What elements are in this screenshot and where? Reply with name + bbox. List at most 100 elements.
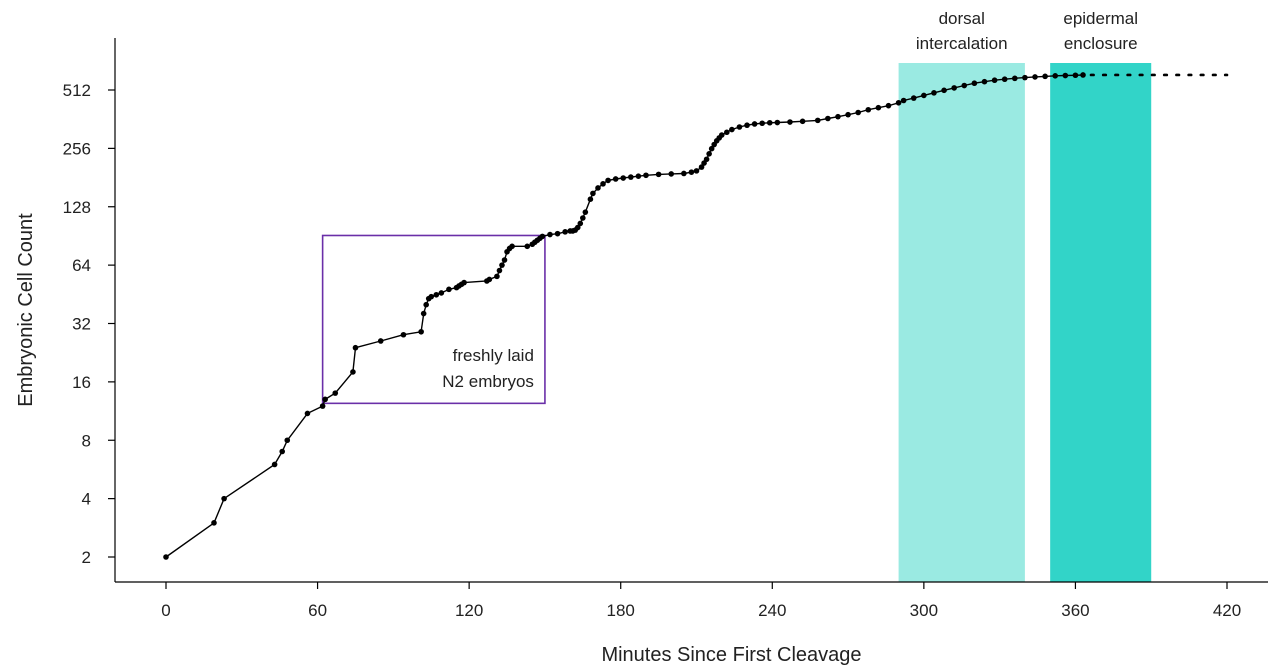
data-point: [221, 495, 227, 502]
x-axis-title: Minutes Since First Cleavage: [601, 644, 861, 666]
data-point: [1072, 72, 1079, 79]
data-point: [855, 109, 861, 116]
data-point: [688, 169, 695, 175]
data-point: [1052, 73, 1059, 79]
data-point: [885, 102, 892, 109]
x-tick-label-1: 60: [308, 601, 327, 620]
ticks-layer: 0 60 120 180 240 300 360 420 2 4 8 16 32 64 128 256 512: [63, 81, 1242, 620]
data-point: [304, 410, 311, 417]
inset-box-label-line2: N2 embryos: [442, 372, 534, 391]
data-point: [900, 97, 907, 104]
y-tick-label-1: 4: [82, 490, 91, 509]
inset-box-label-line1: freshly laid: [453, 346, 534, 365]
data-point: [428, 293, 435, 300]
data-point: [418, 328, 424, 335]
y-tick-label-8: 512: [63, 81, 91, 100]
data-point: [825, 115, 831, 122]
band-label-line2-0: intercalation: [916, 34, 1008, 53]
data-point: [494, 273, 500, 280]
data-point: [580, 215, 586, 221]
data-point: [322, 396, 328, 403]
data-point: [595, 185, 601, 191]
data-point: [350, 369, 356, 375]
band-label-line1-0: dorsal: [939, 9, 985, 28]
data-point: [814, 117, 821, 124]
data-point: [1062, 72, 1069, 79]
y-tick-label-5: 64: [72, 256, 91, 275]
series-layer: [163, 72, 1229, 560]
x-tick-label-4: 240: [758, 601, 786, 620]
data-point: [352, 344, 359, 351]
data-point: [961, 82, 968, 89]
data-point: [895, 99, 902, 106]
data-point: [620, 175, 627, 181]
data-point: [991, 77, 998, 84]
data-point: [332, 390, 339, 396]
data-point: [703, 156, 710, 163]
data-point: [744, 122, 750, 129]
data-point: [751, 121, 758, 127]
data-point: [668, 171, 675, 177]
y-tick-label-2: 8: [82, 431, 91, 450]
data-point: [635, 173, 642, 179]
data-point: [981, 78, 988, 85]
x-tick-label-5: 300: [910, 601, 938, 620]
data-point: [524, 243, 531, 250]
data-point: [433, 291, 440, 298]
data-point: [587, 196, 594, 203]
data-point: [499, 262, 505, 268]
data-point: [423, 301, 429, 308]
data-point: [496, 267, 503, 274]
data-point: [845, 111, 851, 118]
data-point: [921, 92, 927, 99]
x-tick-label-7: 420: [1213, 601, 1241, 620]
data-point: [655, 171, 662, 178]
data-point: [271, 461, 278, 468]
data-point: [461, 279, 467, 286]
y-tick-label-0: 2: [82, 548, 91, 567]
data-point: [1001, 76, 1008, 83]
data-point: [698, 164, 705, 170]
data-point: [377, 338, 384, 344]
data-point: [724, 129, 730, 136]
inset-box-layer: freshly laid N2 embryos: [321, 234, 546, 405]
data-point: [1042, 73, 1048, 80]
data-point: [509, 243, 515, 250]
data-point: [766, 119, 773, 126]
data-point: [971, 80, 978, 87]
data-point: [693, 168, 700, 174]
data-point: [279, 448, 286, 455]
data-point: [787, 119, 793, 125]
data-point: [539, 233, 546, 240]
data-point: [438, 290, 445, 296]
y-tick-label-3: 16: [72, 373, 91, 392]
data-point: [835, 113, 841, 120]
x-tick-label-0: 0: [161, 601, 170, 620]
band-0: [898, 63, 1025, 582]
band-1: [1050, 63, 1152, 582]
band-label-line1-1: epidermal: [1063, 9, 1138, 28]
data-point: [284, 437, 291, 444]
data-point: [628, 174, 634, 180]
data-point: [600, 181, 606, 187]
data-point: [501, 257, 508, 263]
data-point: [420, 310, 427, 317]
data-point: [605, 177, 611, 184]
data-point: [931, 90, 937, 96]
data-point: [486, 276, 493, 283]
data-point: [643, 172, 649, 179]
data-point: [736, 124, 743, 130]
y-axis-title: Embryonic Cell Count: [15, 213, 37, 407]
data-point: [718, 132, 725, 138]
x-tick-label-3: 180: [607, 601, 635, 620]
data-point: [562, 229, 568, 235]
data-point: [446, 286, 452, 293]
data-point: [706, 151, 712, 157]
data-point: [951, 85, 957, 91]
band-label-line2-1: enclosure: [1064, 34, 1138, 53]
data-point: [400, 331, 407, 338]
data-point: [708, 145, 715, 152]
inset-box: [321, 234, 546, 405]
data-point: [1032, 74, 1038, 80]
